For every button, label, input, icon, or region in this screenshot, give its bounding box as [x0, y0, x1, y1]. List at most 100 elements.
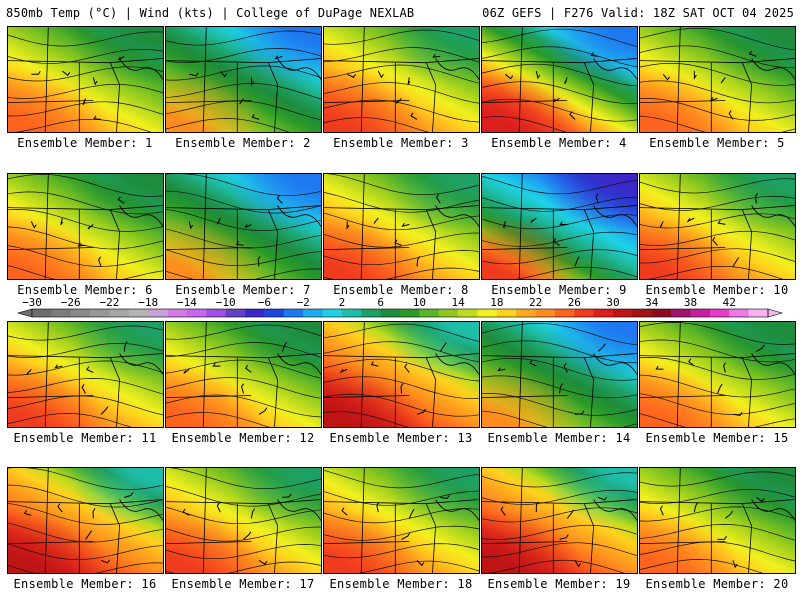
wind-barbs: [31, 55, 125, 120]
wind-barb: [124, 492, 134, 498]
border-line: [109, 209, 121, 279]
contour-line: [640, 471, 795, 487]
contour-line: [640, 339, 795, 363]
border-line: [109, 357, 121, 427]
wind-barb: [86, 366, 94, 373]
border-line: [360, 468, 365, 573]
contour-line: [640, 80, 795, 104]
contour-line: [327, 174, 479, 196]
contour-line: [166, 268, 321, 279]
ensemble-member-label: Ensemble Member: 10: [645, 283, 789, 297]
ensemble-map-panel: [639, 467, 796, 574]
great-lakes-shore: [435, 58, 479, 80]
wind-barb: [416, 408, 427, 415]
ensemble-map-panel: [481, 26, 638, 133]
wind-barb: [693, 502, 699, 513]
wind-barb: [183, 368, 190, 374]
contour-line: [324, 232, 479, 248]
contour-line: [482, 392, 637, 416]
state-borders: [166, 174, 321, 279]
contour-line: [8, 562, 163, 573]
state-borders: [166, 468, 321, 573]
colorbar-swatch: [264, 309, 285, 317]
wind-barb: [504, 73, 514, 80]
wind-barb: [723, 362, 727, 373]
colorbar-tick-label: 2: [339, 297, 346, 309]
contour-line: [166, 324, 321, 340]
height-contours: [8, 31, 163, 132]
border-line: [267, 62, 279, 132]
wind-barbs: [662, 50, 757, 120]
border-line: [8, 353, 163, 359]
contour-line: [640, 213, 795, 229]
wind-barb: [31, 71, 41, 75]
great-lakes-shore: [277, 205, 321, 227]
contour-line: [640, 97, 795, 121]
border-line: [109, 62, 121, 132]
wind-barbs: [183, 341, 288, 415]
wind-barb: [400, 383, 404, 394]
wind-barb: [26, 368, 32, 375]
ensemble-member-label: Ensemble Member: 15: [645, 431, 789, 445]
contour-line: [640, 45, 795, 69]
border-line: [482, 499, 637, 505]
border-line: [324, 353, 479, 359]
wind-barb: [756, 344, 765, 352]
wind-barb: [100, 406, 109, 415]
ensemble-member-label: Ensemble Member: 4: [491, 136, 627, 150]
cool-region: [482, 174, 637, 279]
border-line: [741, 62, 753, 132]
colorbar-swatch: [206, 309, 226, 317]
wind-barb: [559, 221, 568, 226]
temperature-map: [640, 174, 795, 279]
border-line: [482, 353, 637, 359]
ensemble-map-panel: [639, 173, 796, 280]
contour-line: [324, 47, 479, 63]
contour-line: [482, 249, 637, 265]
ensemble-member-label: Ensemble Member: 14: [487, 431, 631, 445]
wind-barb: [182, 508, 190, 516]
contour-line: [324, 192, 479, 213]
wind-barb: [686, 217, 695, 223]
state-borders: [166, 27, 321, 132]
wind-barbs: [655, 344, 765, 416]
border-line: [640, 353, 795, 359]
colorbar-tick-label: 42: [723, 297, 736, 309]
ensemble-map-panel: [7, 26, 164, 133]
wind-barb: [717, 219, 726, 225]
wind-barb: [497, 367, 506, 372]
colorbar-swatch: [167, 309, 188, 317]
wind-barb: [82, 98, 86, 106]
wind-barbs: [504, 52, 599, 120]
contour-line: [640, 322, 795, 345]
cool-region: [482, 27, 637, 132]
ensemble-map-panel: [481, 321, 638, 428]
colorbar-swatch: [90, 309, 110, 317]
ensemble-member-label: Ensemble Member: 11: [13, 431, 157, 445]
contour-line: [482, 410, 637, 427]
contour-line: [8, 101, 163, 117]
border-line: [202, 174, 207, 279]
border-line: [324, 499, 479, 505]
wind-barbs: [341, 495, 450, 567]
wind-barb: [87, 224, 94, 230]
state-borders: [166, 322, 321, 427]
state-borders: [324, 468, 479, 573]
height-contours: [640, 471, 795, 573]
wind-barb: [216, 217, 221, 225]
wind-barbs: [23, 492, 134, 564]
colorbar-swatch: [341, 309, 362, 317]
contour-line: [488, 559, 625, 573]
colorbar-swatch: [128, 309, 149, 317]
wind-barb: [81, 384, 86, 394]
wind-barb: [244, 223, 252, 229]
cool-region: [166, 322, 321, 427]
colorbar-swatch: [690, 309, 711, 317]
height-contours: [482, 472, 637, 573]
wind-barb: [717, 535, 727, 540]
colorbar-tick-label: −10: [216, 297, 236, 309]
border-line: [324, 205, 479, 211]
contour-line: [166, 209, 321, 231]
contour-line: [640, 178, 795, 194]
ensemble-map-panel: [165, 173, 322, 280]
